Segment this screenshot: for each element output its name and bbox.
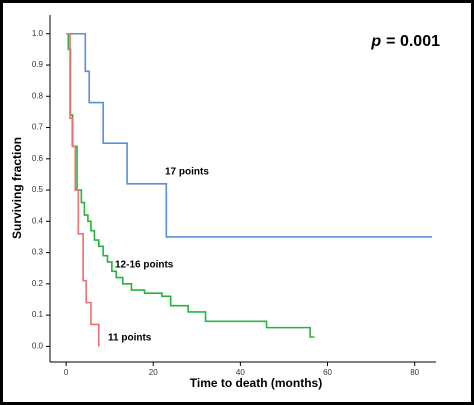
y-tick-label: 1.0 [32,29,44,38]
x-tick-label: 80 [410,368,419,377]
y-tick-label: 0.5 [32,185,44,194]
series-label: 11 points [108,333,152,344]
y-tick-label: 0.9 [32,60,44,69]
y-tick-label: 0.8 [32,91,44,100]
survival-curve [66,32,315,338]
series-label: 17 points [165,167,209,178]
p-symbol: p [370,33,381,50]
y-tick-label: 0.7 [32,123,44,132]
series-label: 12-16 points [115,260,174,271]
x-tick-label: 60 [323,368,332,377]
y-axis-label: Surviving fraction [10,137,24,239]
survival-curve [66,32,100,347]
p-value: p = 0.001 [370,33,440,50]
x-tick-label: 40 [236,368,245,377]
y-tick-label: 0.1 [32,310,44,319]
y-tick-label: 0.0 [32,341,44,350]
p-text: = 0.001 [386,33,440,50]
y-tick-label: 0.6 [32,154,44,163]
survival-curve [66,32,433,238]
y-tick-label: 0.2 [32,279,44,288]
y-tick-label: 0.3 [32,248,44,257]
x-axis-label: Time to death (months) [190,376,322,390]
x-tick-label: 20 [149,368,158,377]
x-tick-label: 0 [64,368,69,377]
y-tick-label: 0.4 [32,216,44,225]
